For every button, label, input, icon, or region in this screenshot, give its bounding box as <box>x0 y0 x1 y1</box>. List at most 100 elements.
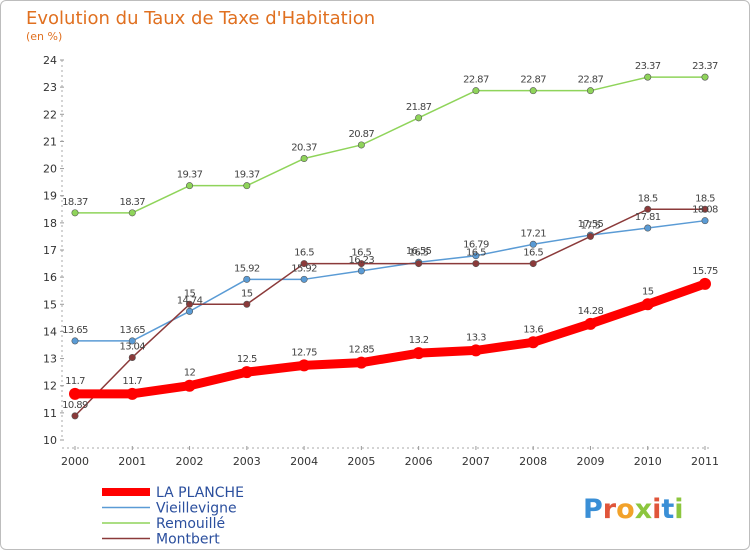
data-label: 17.21 <box>520 228 546 239</box>
data-point <box>641 298 654 311</box>
legend-label: Vieillevigne <box>156 501 237 517</box>
y-tick-label: 16 <box>43 271 57 284</box>
x-tick-label: 2007 <box>462 455 490 468</box>
y-tick-label: 21 <box>43 135 57 148</box>
data-label: 14.28 <box>578 306 604 317</box>
data-point <box>183 379 196 392</box>
x-tick-label: 2005 <box>347 455 375 468</box>
logo-letter: r <box>603 494 617 525</box>
logo-letter: x <box>635 494 652 525</box>
data-point <box>243 275 251 283</box>
data-label: 13.6 <box>523 324 543 335</box>
data-point <box>472 252 480 260</box>
data-label: 16.5 <box>294 248 314 259</box>
data-label: 18.37 <box>119 197 145 208</box>
chart-title: Evolution du Taux de Taxe d'Habitation <box>26 8 375 29</box>
data-label: 20.87 <box>349 129 375 140</box>
y-tick-label: 13 <box>43 353 57 366</box>
data-label: 22.87 <box>578 75 604 86</box>
data-point <box>415 260 423 268</box>
y-tick-label: 23 <box>43 81 57 94</box>
data-label: 19.37 <box>234 170 260 181</box>
series-montbert <box>71 205 709 420</box>
data-label: 16.5 <box>523 248 543 259</box>
data-label: 19.37 <box>177 170 203 181</box>
data-label: 23.37 <box>692 61 718 72</box>
data-point <box>126 387 139 400</box>
data-point <box>186 300 194 308</box>
y-tick-label: 12 <box>43 380 57 393</box>
x-tick-label: 2001 <box>118 455 146 468</box>
y-tick-label: 19 <box>43 190 57 203</box>
y-tick-label: 10 <box>43 434 57 447</box>
data-point <box>300 275 308 283</box>
y-tick-label: 20 <box>43 163 57 176</box>
data-point <box>529 260 537 268</box>
data-point <box>701 73 709 81</box>
data-label: 18.5 <box>695 193 715 204</box>
data-point <box>128 353 136 361</box>
data-point <box>412 347 425 360</box>
y-tick-label: 15 <box>43 298 57 311</box>
x-tick-label: 2002 <box>176 455 204 468</box>
data-point <box>644 224 652 232</box>
data-label: 16.23 <box>349 255 375 266</box>
series-line <box>74 219 706 342</box>
data-label: 13.04 <box>119 341 145 352</box>
data-label: 16.5 <box>409 248 429 259</box>
data-point <box>469 344 482 357</box>
data-point <box>584 317 597 330</box>
logo-letter: P <box>583 494 603 525</box>
data-label: 22.87 <box>463 75 489 86</box>
data-label: 15.92 <box>291 263 317 274</box>
data-point <box>527 336 540 349</box>
data-point <box>71 337 79 345</box>
legend-label: Montbert <box>156 532 220 548</box>
data-label: 16.5 <box>351 248 371 259</box>
data-label: 10.89 <box>62 400 88 411</box>
y-tick-label: 18 <box>43 217 57 230</box>
y-tick-label: 24 <box>43 54 57 67</box>
x-tick-label: 2003 <box>233 455 261 468</box>
data-point <box>298 359 311 372</box>
chart-unit: (en %) <box>26 30 62 43</box>
data-label: 13.3 <box>466 332 486 343</box>
data-point <box>357 267 365 275</box>
x-tick-label: 2004 <box>290 455 318 468</box>
data-point <box>357 260 365 268</box>
axes: 10 11 12 13 14 15 16 17 18 19 20 21 22 23 24 2000 2001 20… <box>43 54 719 468</box>
data-point <box>529 87 537 95</box>
data-point <box>243 182 251 190</box>
series-line <box>74 76 706 214</box>
data-label: 18.5 <box>638 193 658 204</box>
data-point <box>128 209 136 217</box>
data-point <box>71 412 79 420</box>
data-point <box>586 232 594 240</box>
data-label: 11.7 <box>65 376 85 387</box>
data-label: 20.37 <box>291 143 317 154</box>
data-label: 14.74 <box>177 295 203 306</box>
data-label: 18.08 <box>692 205 718 216</box>
data-label: 15 <box>241 288 253 299</box>
logo-letter: i <box>652 494 661 525</box>
data-label: 17.55 <box>578 219 604 230</box>
data-point <box>701 217 709 225</box>
proxiti-logo: Proxiti <box>583 494 684 525</box>
data-label: 17.5 <box>581 220 601 231</box>
y-tick-label: 22 <box>43 108 57 121</box>
data-label: 15.92 <box>234 263 260 274</box>
data-point <box>355 356 368 369</box>
legend-label: Remouillé <box>156 516 225 532</box>
data-label: 16.55 <box>406 246 432 257</box>
data-label: 17.81 <box>635 212 661 223</box>
legend-label: LA PLANCHE <box>156 485 244 501</box>
series-line <box>74 208 706 417</box>
data-label: 16.5 <box>466 248 486 259</box>
data-label: 18.37 <box>62 197 88 208</box>
x-tick-label: 2011 <box>691 455 719 468</box>
data-point <box>186 182 194 190</box>
data-point <box>128 337 136 345</box>
series-line <box>70 279 710 399</box>
